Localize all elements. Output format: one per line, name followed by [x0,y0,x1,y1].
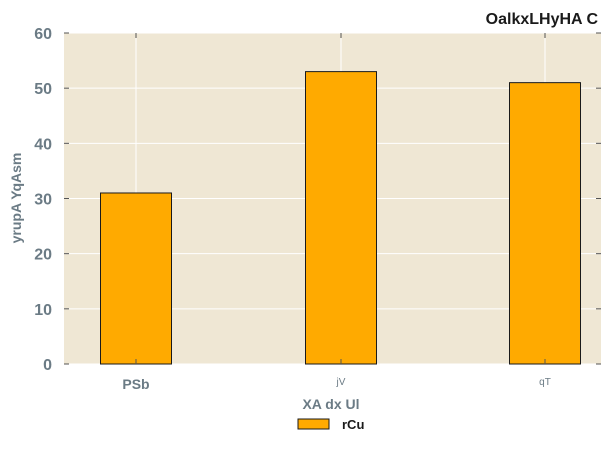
y-tick-label-60: 60 [34,26,52,43]
legend-label: rCu [342,417,364,432]
x-tick-label-jV: jV [336,377,346,388]
x-tick-label-qT: qT [539,377,551,388]
bar-PSb [100,192,172,365]
legend: rCu [297,417,364,432]
x-axis-label: XA dx Ul [302,396,359,412]
x-tick-label-PSb: PSb [122,376,149,392]
bar-jV [305,71,377,365]
axes [64,32,601,365]
chart-title: OalkxLHyHA C [486,11,599,28]
x-axis-ticks: PSb jV qT [122,376,550,392]
y-tick-label-40: 40 [34,136,52,153]
legend-swatch [297,418,330,430]
y-tick-label-20: 20 [34,247,52,264]
y-tick-label-0: 0 [43,357,52,374]
y-axis-ticks: 0 10 20 30 40 50 60 [34,26,52,374]
y-axis-label: yrupA YqAsm [8,153,24,244]
bars [100,71,581,365]
y-tick-label-30: 30 [34,192,52,209]
bar-qT [509,82,581,365]
y-tick-label-10: 10 [34,302,52,319]
y-tick-label-50: 50 [34,81,52,98]
